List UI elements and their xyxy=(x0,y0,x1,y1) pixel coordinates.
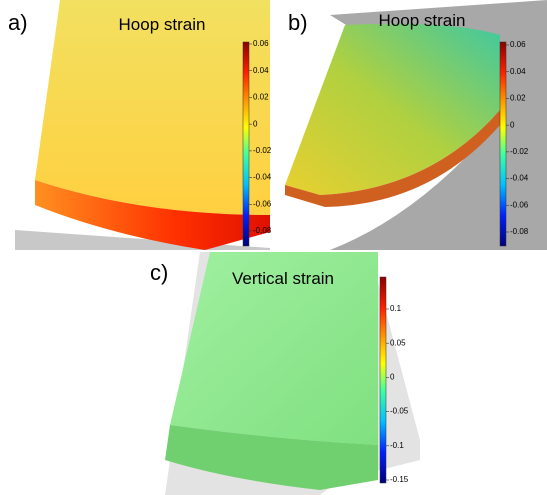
panel-label: b) xyxy=(288,10,308,35)
colorbar xyxy=(500,42,506,246)
tick-label: -0.05 xyxy=(390,407,409,416)
panel-label: a) xyxy=(8,10,28,35)
colorbar xyxy=(243,42,249,246)
tick-label: 0 xyxy=(510,120,515,129)
tick-label: 0.02 xyxy=(510,94,526,103)
tick-label: -0.02 xyxy=(253,146,272,155)
panel-title: Vertical strain xyxy=(232,269,334,288)
tick-label: -0.08 xyxy=(510,227,529,236)
tick-label: -0.02 xyxy=(510,147,529,156)
tick-label: 0.02 xyxy=(253,93,269,102)
tick-label: -0.04 xyxy=(253,173,272,182)
tick-label: -0.06 xyxy=(510,200,529,209)
tick-label: 0 xyxy=(253,119,258,128)
figure: a) Hoop strain 0.06 0.04 0.02 0 -0.02 -0.04 -0.0… xyxy=(0,0,547,495)
panel-title: Hoop strain xyxy=(119,15,206,34)
tick-label: 0.04 xyxy=(510,67,526,76)
panel-a-render xyxy=(15,0,270,250)
panel-label: c) xyxy=(150,260,168,285)
tick-label: 0.06 xyxy=(253,39,269,48)
tick-label: -0.06 xyxy=(253,199,272,208)
tick-label: -0.08 xyxy=(253,226,272,235)
panel-title: Hoop strain xyxy=(379,11,466,30)
tick-label: -0.04 xyxy=(510,174,529,183)
colorbar xyxy=(380,277,386,483)
tick-label: 0.1 xyxy=(390,304,402,313)
tick-label: 0.04 xyxy=(253,66,269,75)
tick-label: 0.06 xyxy=(510,40,526,49)
tick-label: 0.05 xyxy=(390,338,406,347)
tick-label: 0 xyxy=(390,373,395,382)
tick-label: -0.15 xyxy=(390,475,409,484)
tick-label: -0.1 xyxy=(390,441,404,450)
